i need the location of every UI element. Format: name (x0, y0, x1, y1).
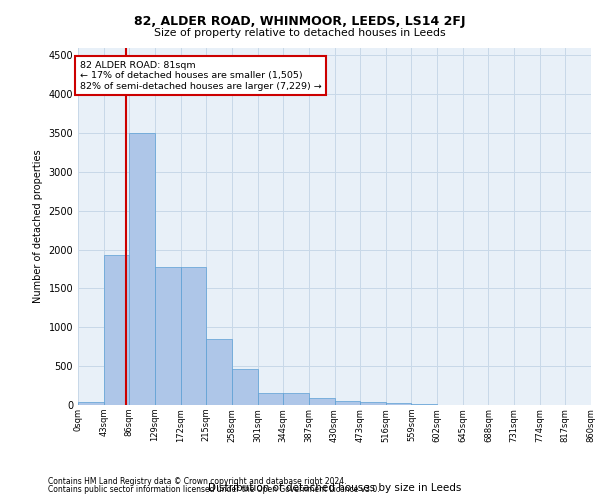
Bar (309, 398, 335, 405)
Text: Contains public sector information licensed under the Open Government Licence v3: Contains public sector information licen… (48, 484, 380, 494)
X-axis label: Distribution of detached houses by size in Leeds: Distribution of detached houses by size … (208, 484, 461, 494)
Text: 82 ALDER ROAD: 81sqm
← 17% of detached houses are smaller (1,505)
82% of semi-de: 82 ALDER ROAD: 81sqm ← 17% of detached h… (80, 60, 322, 90)
Y-axis label: Number of detached properties: Number of detached properties (33, 150, 43, 303)
Bar (232, 369, 257, 405)
Bar (206, 338, 232, 405)
Bar (335, 400, 360, 405)
Bar (360, 402, 386, 405)
Text: Contains HM Land Registry data © Crown copyright and database right 2024.: Contains HM Land Registry data © Crown c… (48, 477, 347, 486)
Bar (130, 133, 155, 405)
Bar (386, 404, 412, 405)
Bar (412, 404, 437, 405)
Bar (155, 268, 181, 405)
Bar (283, 392, 309, 405)
Bar (257, 392, 283, 405)
Bar (78, 402, 104, 405)
Bar (181, 268, 206, 405)
Text: Size of property relative to detached houses in Leeds: Size of property relative to detached ho… (154, 28, 446, 38)
Bar (104, 255, 130, 405)
Text: 82, ALDER ROAD, WHINMOOR, LEEDS, LS14 2FJ: 82, ALDER ROAD, WHINMOOR, LEEDS, LS14 2F… (134, 15, 466, 28)
